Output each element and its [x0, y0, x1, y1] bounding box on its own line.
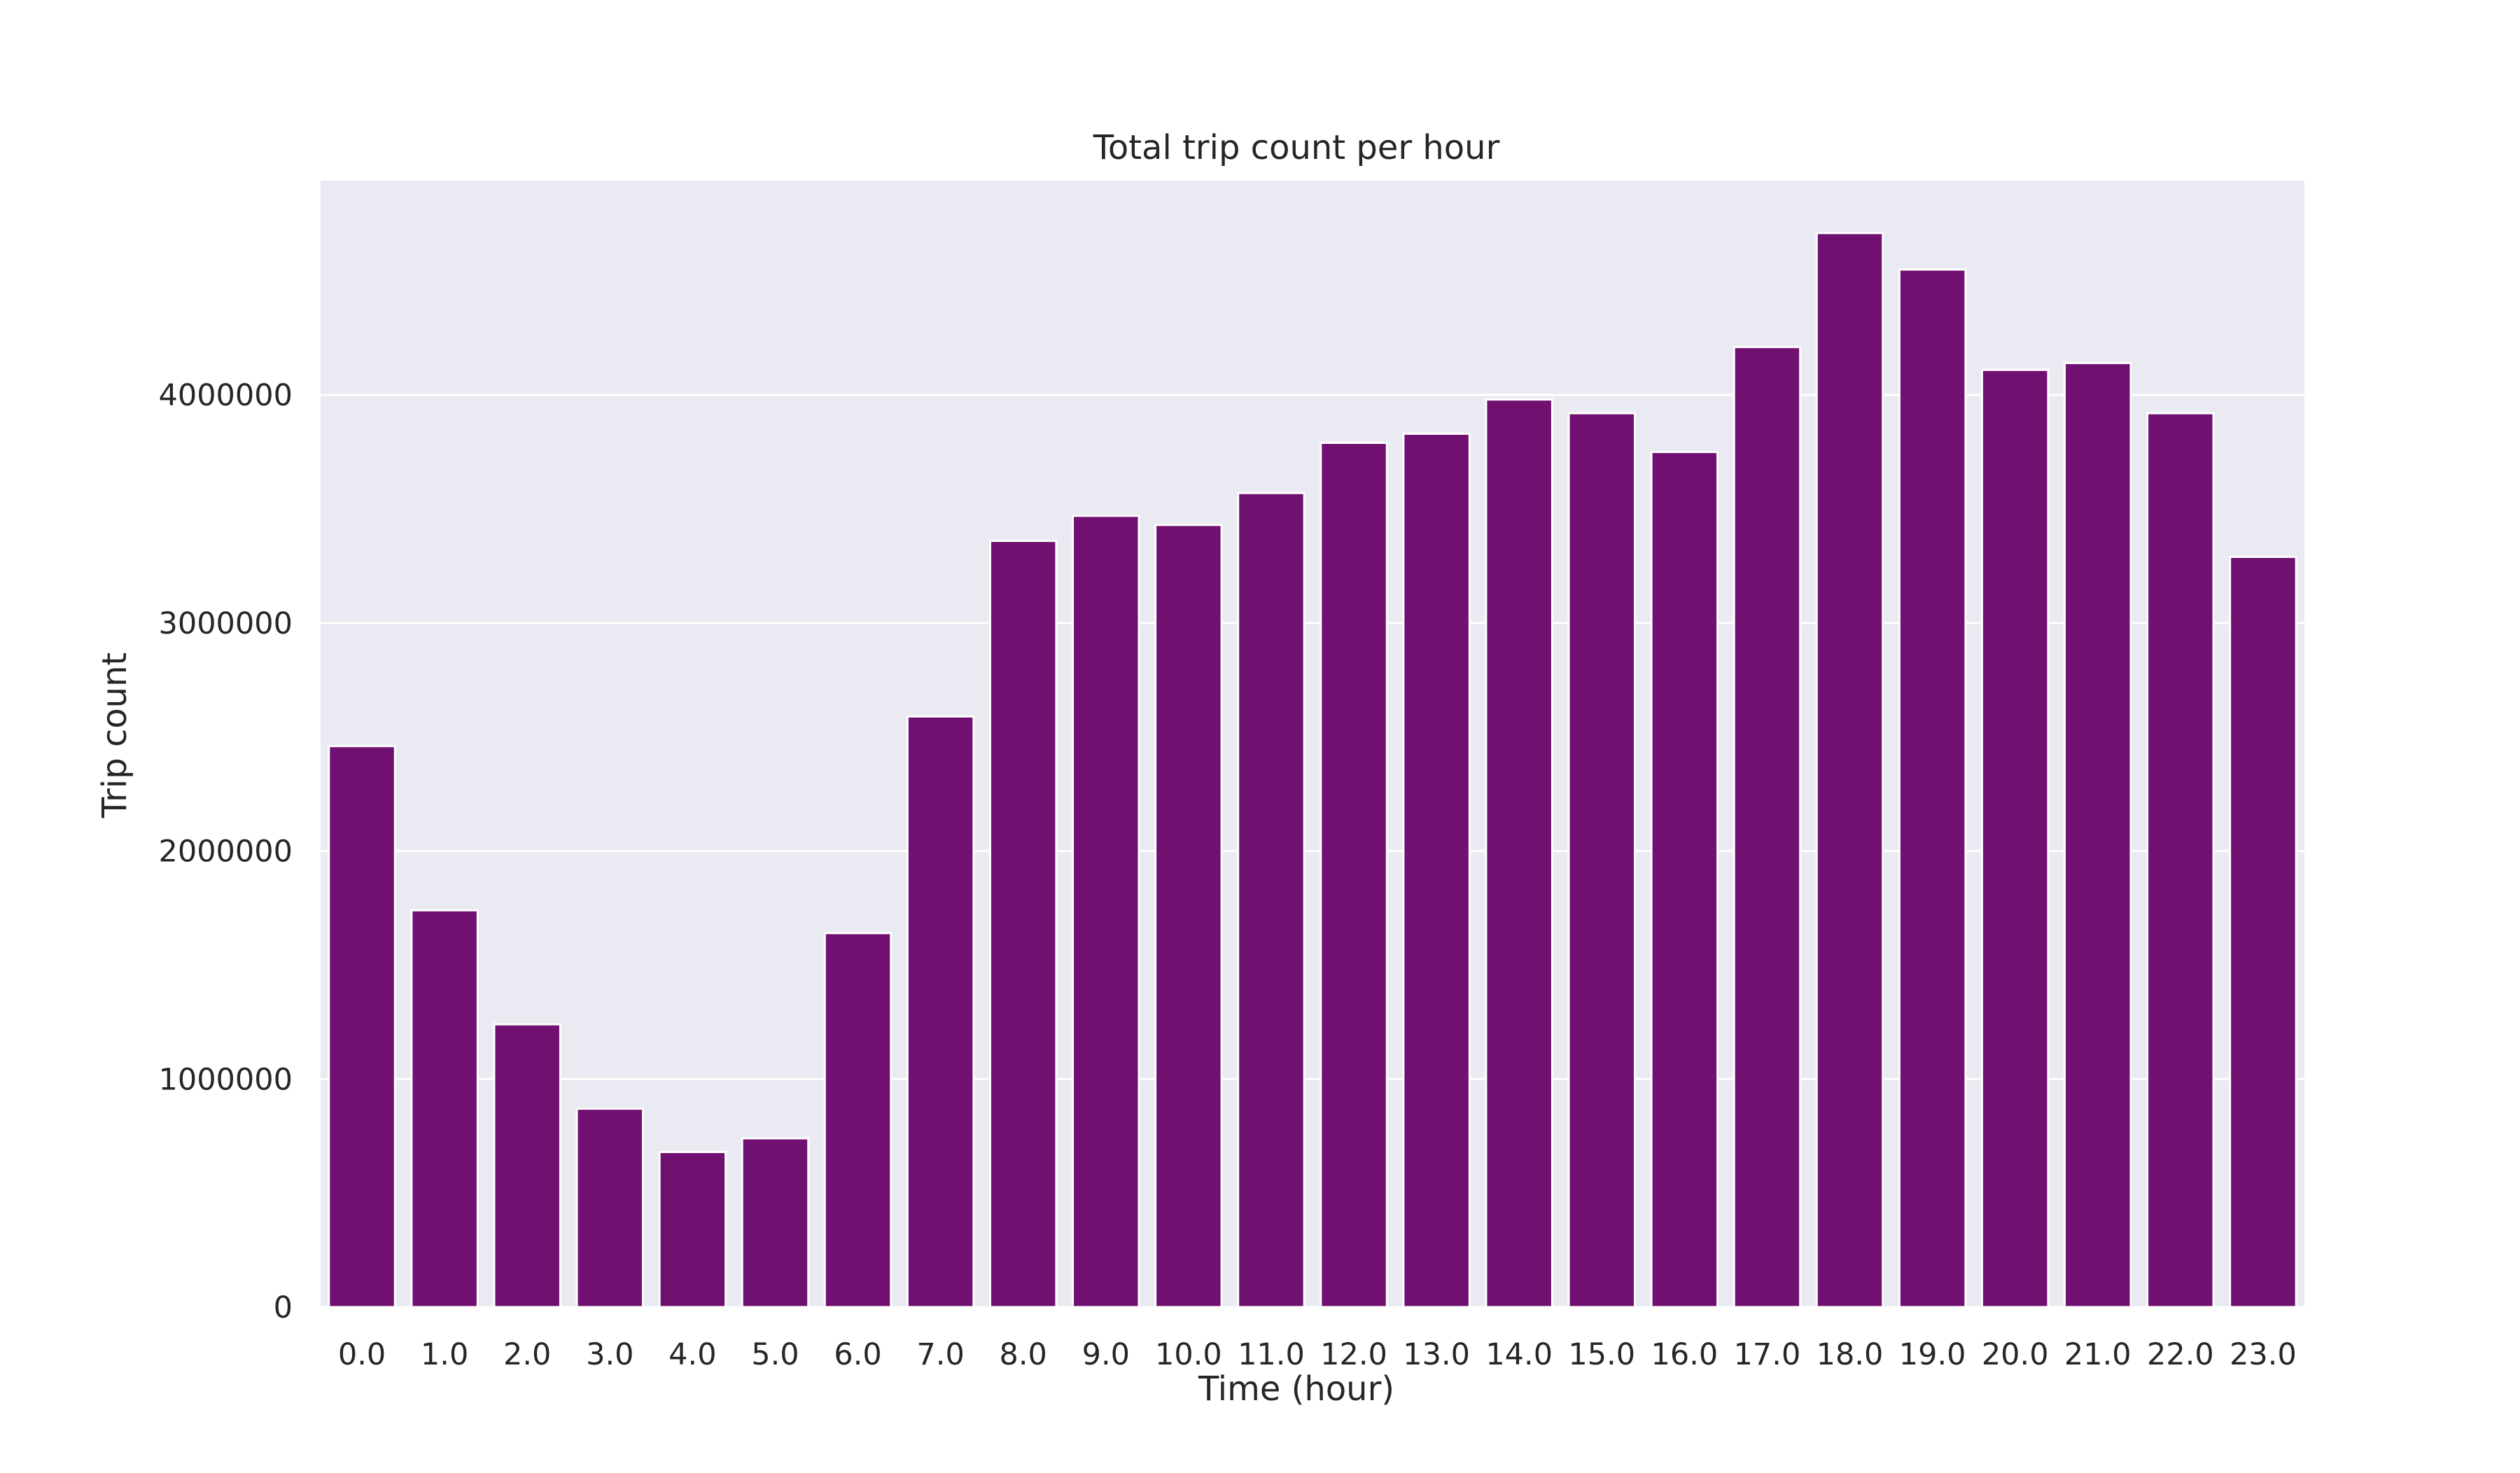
- x-tick-label: 10.0: [1155, 1337, 1222, 1372]
- bar-hour-3.0: [575, 1108, 645, 1308]
- x-tick-label: 12.0: [1320, 1337, 1387, 1372]
- x-tick-label: 9.0: [1082, 1337, 1130, 1372]
- grid-lines: [321, 393, 2304, 1308]
- x-axis-label: Time (hour): [1198, 1369, 1394, 1409]
- bar-hour-20.0: [1980, 368, 2050, 1308]
- x-tick-label: 21.0: [2064, 1337, 2132, 1372]
- x-tick-label: 23.0: [2230, 1337, 2297, 1372]
- y-tick-label: 3000000: [158, 606, 293, 641]
- x-tick-label: 11.0: [1238, 1337, 1305, 1372]
- bar-hour-10.0: [1154, 524, 1223, 1308]
- y-tick-label: 0: [274, 1290, 293, 1325]
- x-tick-label: 13.0: [1403, 1337, 1470, 1372]
- y-axis-label: Trip count: [95, 652, 134, 818]
- bar-hour-4.0: [658, 1151, 727, 1308]
- bar-hour-16.0: [1650, 451, 1719, 1308]
- x-tick-label: 8.0: [1000, 1337, 1047, 1372]
- plot-area: [321, 181, 2304, 1307]
- bar-hour-23.0: [2229, 555, 2297, 1308]
- bar-hour-6.0: [823, 932, 892, 1308]
- bar-hour-22.0: [2146, 412, 2215, 1308]
- chart-title: Total trip count per hour: [1093, 128, 1500, 167]
- x-tick-label: 22.0: [2147, 1337, 2214, 1372]
- bar-hour-5.0: [741, 1137, 810, 1308]
- bar-hour-17.0: [1732, 346, 1802, 1308]
- bar-hour-19.0: [1898, 268, 1967, 1308]
- x-tick-label: 19.0: [1899, 1337, 1966, 1372]
- bar-hour-2.0: [493, 1023, 561, 1308]
- y-tick-label: 4000000: [158, 378, 293, 413]
- bar-hour-8.0: [988, 540, 1058, 1308]
- bar-hour-9.0: [1072, 515, 1140, 1308]
- bar-hour-15.0: [1567, 412, 1637, 1308]
- bar-hour-0.0: [328, 745, 396, 1308]
- x-tick-label: 20.0: [1982, 1337, 2049, 1372]
- bar-hour-18.0: [1815, 232, 1884, 1308]
- y-tick-label: 1000000: [158, 1062, 293, 1097]
- x-tick-label: 16.0: [1651, 1337, 1718, 1372]
- x-tick-label: 0.0: [338, 1337, 386, 1372]
- x-tick-label: 6.0: [834, 1337, 881, 1372]
- x-tick-label: 7.0: [916, 1337, 964, 1372]
- bar-hour-14.0: [1485, 398, 1553, 1308]
- x-tick-label: 14.0: [1485, 1337, 1553, 1372]
- bars: [328, 232, 2297, 1308]
- x-tick-label: 5.0: [751, 1337, 799, 1372]
- x-tick-label: 2.0: [503, 1337, 551, 1372]
- bar-hour-11.0: [1237, 491, 1306, 1308]
- y-tick-label: 2000000: [158, 835, 293, 870]
- x-axis-ticks: 0.0 1.0 2.0 3.0 4.0 5.0 6.0 7.0 8.0 9.0 10.0 11.0 12…: [338, 1337, 2297, 1372]
- x-tick-label: 17.0: [1734, 1337, 1801, 1372]
- x-tick-label: 15.0: [1568, 1337, 1635, 1372]
- x-tick-label: 4.0: [668, 1337, 716, 1372]
- bar-hour-1.0: [410, 909, 479, 1308]
- bar-hour-7.0: [906, 715, 975, 1308]
- x-tick-label: 3.0: [586, 1337, 634, 1372]
- bar-hour-21.0: [2064, 362, 2132, 1308]
- bar-hour-12.0: [1320, 442, 1388, 1308]
- bar-hour-13.0: [1402, 433, 1471, 1308]
- x-tick-label: 1.0: [421, 1337, 468, 1372]
- x-tick-label: 18.0: [1816, 1337, 1884, 1372]
- y-axis-ticks: 0 1000000 2000000 3000000 4000000: [158, 378, 293, 1325]
